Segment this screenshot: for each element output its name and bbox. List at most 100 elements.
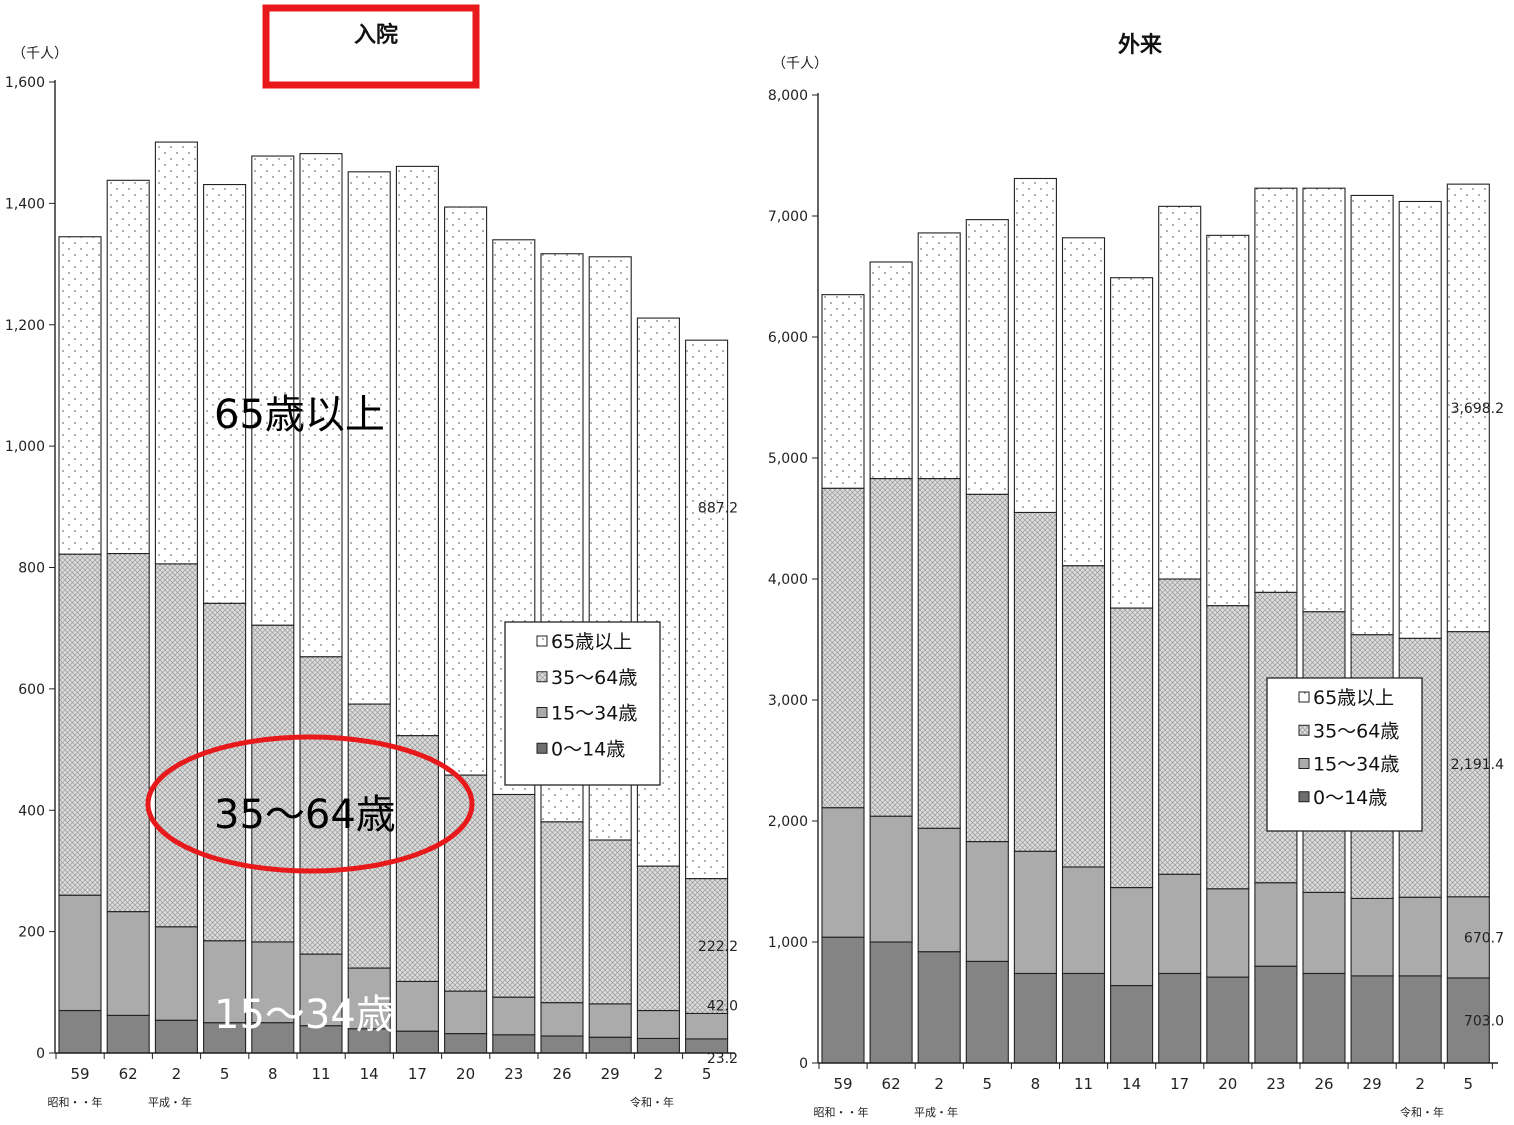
bar-segment-1-3-5 — [1061, 237, 1106, 567]
bar-segment-1-0-12 — [1398, 975, 1442, 1064]
bar-segment-0-0-5 — [299, 1025, 343, 1054]
bar-segment-1-3-6 — [1110, 277, 1154, 609]
x-tick-label-1-5: 11 — [1074, 1075, 1093, 1093]
legend-label-0-3: 0～14歳 — [551, 738, 625, 760]
bar-segment-1-3-9 — [1254, 187, 1298, 593]
bar-segment-1-1-11 — [1350, 897, 1394, 977]
bar-segment-1-1-9 — [1254, 882, 1298, 967]
data-label-1-3: 703.0 — [1464, 1013, 1504, 1029]
x-tick-label-0-8: 20 — [456, 1065, 475, 1083]
bar-segment-1-1-5 — [1061, 866, 1106, 975]
bar-segment-1-0-3 — [965, 960, 1009, 1064]
bar-segment-1-1-1 — [869, 815, 913, 943]
bar-segment-0-2-9 — [492, 793, 536, 998]
x-tick-label-1-12: 2 — [1415, 1075, 1425, 1093]
era-label-1-0: 昭和・・年 — [814, 1105, 869, 1119]
bar-segment-1-3-1 — [869, 261, 913, 480]
x-tick-label-1-3: 5 — [983, 1075, 993, 1093]
bar-segment-0-3-4 — [251, 155, 295, 626]
y-tick-label-1-6: 6,000 — [768, 330, 808, 346]
era-label-0-1: 平成・年 — [148, 1095, 192, 1109]
x-tick-label-0-5: 11 — [311, 1065, 330, 1083]
x-tick-label-1-8: 20 — [1218, 1075, 1237, 1093]
legend-swatch-0-0 — [536, 635, 548, 647]
bar-segment-1-3-8 — [1206, 234, 1250, 607]
bar-segment-1-0-1 — [869, 941, 913, 1064]
bar-segment-1-2-5 — [1061, 565, 1106, 868]
bar-segment-0-2-13 — [685, 878, 729, 1014]
bar-segment-1-2-2 — [917, 478, 961, 829]
data-label-1-0: 3,698.2 — [1451, 401, 1504, 417]
annotation-2: 15～34歳 — [214, 992, 396, 1038]
bar-segment-1-0-4 — [1013, 972, 1057, 1064]
bar-segment-0-3-7 — [395, 165, 439, 737]
bar-segment-1-1-4 — [1013, 850, 1057, 975]
y-tick-label-1-8: 8,000 — [768, 88, 808, 104]
unit-label-1: （千人） — [772, 56, 828, 72]
bar-segment-1-3-13 — [1446, 183, 1490, 633]
x-tick-label-1-1: 62 — [882, 1075, 901, 1093]
bar-segment-0-2-2 — [154, 563, 198, 928]
y-tick-label-0-7: 1,400 — [5, 196, 45, 212]
bar-segment-0-1-3 — [203, 940, 247, 1024]
bar-segment-1-0-5 — [1061, 972, 1106, 1064]
bar-segment-0-1-13 — [685, 1012, 729, 1040]
legend-swatch-0-1 — [536, 671, 548, 683]
bar-segment-0-3-6 — [347, 171, 391, 705]
bar-segment-1-3-0 — [821, 294, 865, 489]
data-label-1-2: 670.7 — [1464, 930, 1504, 946]
y-tick-label-0-0: 0 — [36, 1046, 45, 1062]
bar-segment-1-1-0 — [821, 807, 865, 938]
y-tick-label-1-4: 4,000 — [768, 572, 808, 588]
legend-label-1-0: 65歳以上 — [1313, 687, 1394, 709]
bar-segment-0-0-10 — [540, 1035, 584, 1054]
highlight-ellipse — [145, 734, 475, 874]
bar-segment-1-3-12 — [1398, 200, 1442, 639]
x-tick-label-0-1: 62 — [119, 1065, 138, 1083]
bar-segment-1-2-1 — [869, 478, 913, 817]
bar-segment-0-1-9 — [492, 996, 536, 1036]
bar-segment-0-1-8 — [444, 990, 488, 1035]
x-tick-label-1-4: 8 — [1031, 1075, 1041, 1093]
bar-segment-1-1-12 — [1398, 896, 1442, 977]
bar-segment-0-1-11 — [588, 1003, 632, 1038]
bar-segment-1-2-6 — [1110, 607, 1154, 889]
era-label-1-2: 令和・年 — [1400, 1105, 1444, 1119]
bar-segment-1-2-4 — [1013, 511, 1057, 852]
bar-segment-0-0-8 — [444, 1033, 488, 1054]
legend-box-0 — [504, 621, 661, 786]
x-tick-label-0-3: 5 — [220, 1065, 230, 1083]
bar-segment-1-2-8 — [1206, 605, 1250, 890]
bar-segment-0-3-1 — [106, 179, 150, 555]
bar-segment-1-0-0 — [821, 936, 865, 1064]
title-highlight-box — [262, 4, 480, 89]
bar-segment-1-3-7 — [1158, 205, 1202, 580]
bar-segment-1-3-10 — [1302, 187, 1346, 613]
bar-segment-0-1-1 — [106, 911, 150, 1016]
y-tick-label-0-8: 1,600 — [5, 75, 45, 91]
x-tick-label-0-12: 2 — [654, 1065, 664, 1083]
bar-segment-1-0-2 — [917, 951, 961, 1064]
bar-segment-0-2-12 — [636, 865, 680, 1012]
bar-segment-0-1-4 — [251, 941, 295, 1024]
y-tick-label-0-3: 600 — [18, 682, 45, 698]
x-tick-label-0-9: 23 — [504, 1065, 523, 1083]
x-tick-label-0-7: 17 — [408, 1065, 427, 1083]
bar-segment-0-1-5 — [299, 953, 343, 1027]
y-tick-label-0-1: 200 — [18, 925, 45, 941]
bar-segment-0-2-0 — [58, 553, 102, 896]
x-tick-label-0-0: 59 — [70, 1065, 89, 1083]
bar-segment-0-2-1 — [106, 552, 150, 913]
x-tick-label-0-6: 14 — [360, 1065, 379, 1083]
bar-segment-0-0-7 — [395, 1030, 439, 1054]
bar-segment-0-2-3 — [203, 602, 247, 942]
bar-segment-1-1-2 — [917, 827, 961, 953]
y-tick-label-1-5: 5,000 — [768, 451, 808, 467]
era-label-0-0: 昭和・・年 — [48, 1095, 103, 1109]
legend-swatch-0-2 — [536, 707, 548, 718]
unit-label-0: （千人） — [12, 46, 68, 62]
y-tick-label-0-5: 1,000 — [5, 439, 45, 455]
bar-segment-0-3-2 — [154, 141, 198, 565]
bar-segment-0-2-6 — [347, 703, 391, 969]
